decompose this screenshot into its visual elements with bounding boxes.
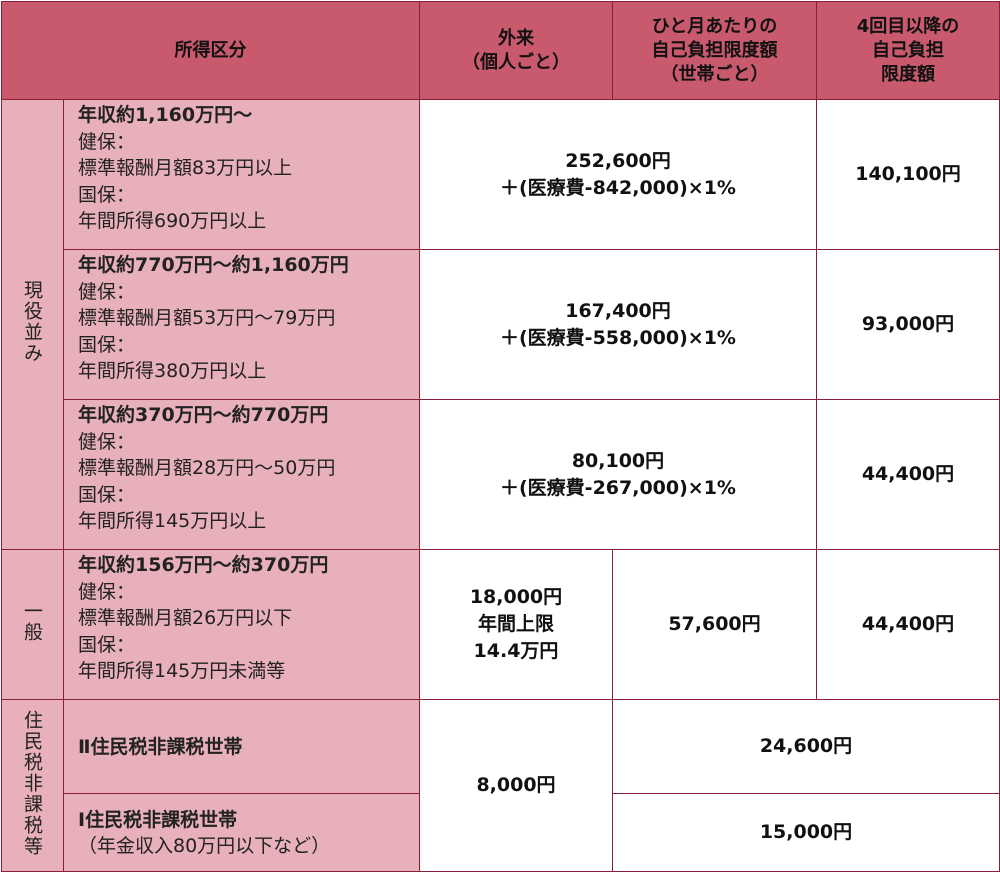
table-row: 現役並み 年収約1,160万円～ 健保： 標準報酬月額83万円以上 国保： 年間…	[1, 99, 1000, 550]
group-hikazei: 住民税非課税等	[1, 699, 64, 872]
income-description: Ⅰ住民税非課税世帯 （年金収入80万円以下など）	[63, 793, 420, 872]
fourth-limit-value: 44,400円	[816, 399, 1000, 550]
income-description: 年収約1,160万円～ 健保： 標準報酬月額83万円以上 国保： 年間所得690…	[63, 99, 420, 250]
header-row: 所得区分 外来 （個人ごと） ひと月あたりの 自己負担限度額 （世帯ごと） 4回目以降…	[1, 1, 1000, 100]
header-income: 所得区分	[1, 1, 420, 100]
table-row: 年収約370万円～約770万円 健保： 標準報酬月額28万円～50万円 国保： …	[2, 399, 1000, 550]
income-description: 年収約770万円～約1,160万円 健保： 標準報酬月額53万円～79万円 国保…	[63, 249, 420, 400]
monthly-limit-value: 57,600円	[612, 549, 817, 700]
header-outpatient: 外来 （個人ごと）	[419, 1, 613, 100]
group-genekinami: 現役並み	[1, 99, 64, 550]
income-description: 年収約370万円～約770万円 健保： 標準報酬月額28万円～50万円 国保： …	[63, 399, 420, 550]
table-row: Ⅰ住民税非課税世帯 （年金収入80万円以下など） 15,000円	[2, 793, 1000, 872]
fourth-limit-value: 93,000円	[816, 249, 1000, 400]
table-row: 年収約770万円～約1,160万円 健保： 標準報酬月額53万円～79万円 国保…	[2, 249, 1000, 400]
fourth-limit-value: 140,100円	[816, 99, 1000, 250]
monthly-limit-value: 24,600円	[612, 699, 1000, 794]
income-description: 年収約156万円～約370万円 健保： 標準報酬月額26万円以下 国保： 年間所…	[63, 549, 420, 700]
table-row: 一般 年収約156万円～約370万円 健保： 標準報酬月額26万円以下 国保： …	[1, 549, 1000, 700]
group-ippan: 一般	[1, 549, 64, 700]
monthly-limit-value: 252,600円 ＋(医療費-842,000)×1%	[419, 99, 817, 250]
fourth-limit-value: 44,400円	[816, 549, 1000, 700]
monthly-limit-value: 80,100円 ＋(医療費-267,000)×1%	[419, 399, 817, 550]
header-fourth-time-limit: 4回目以降の 自己負担 限度額	[816, 1, 1000, 100]
header-monthly-limit: ひと月あたりの 自己負担限度額 （世帯ごと）	[612, 1, 817, 100]
monthly-limit-value: 167,400円 ＋(医療費-558,000)×1%	[419, 249, 817, 400]
income-description: Ⅱ住民税非課税世帯	[63, 699, 420, 794]
outpatient-limit-value: 8,000円	[419, 699, 613, 872]
outpatient-limit-value: 18,000円 年間上限 14.4万円	[419, 549, 613, 700]
table-row: 住民税非課税等 Ⅱ住民税非課税世帯 8,000円 24,600円	[1, 699, 1000, 872]
monthly-limit-value: 15,000円	[612, 793, 1000, 872]
